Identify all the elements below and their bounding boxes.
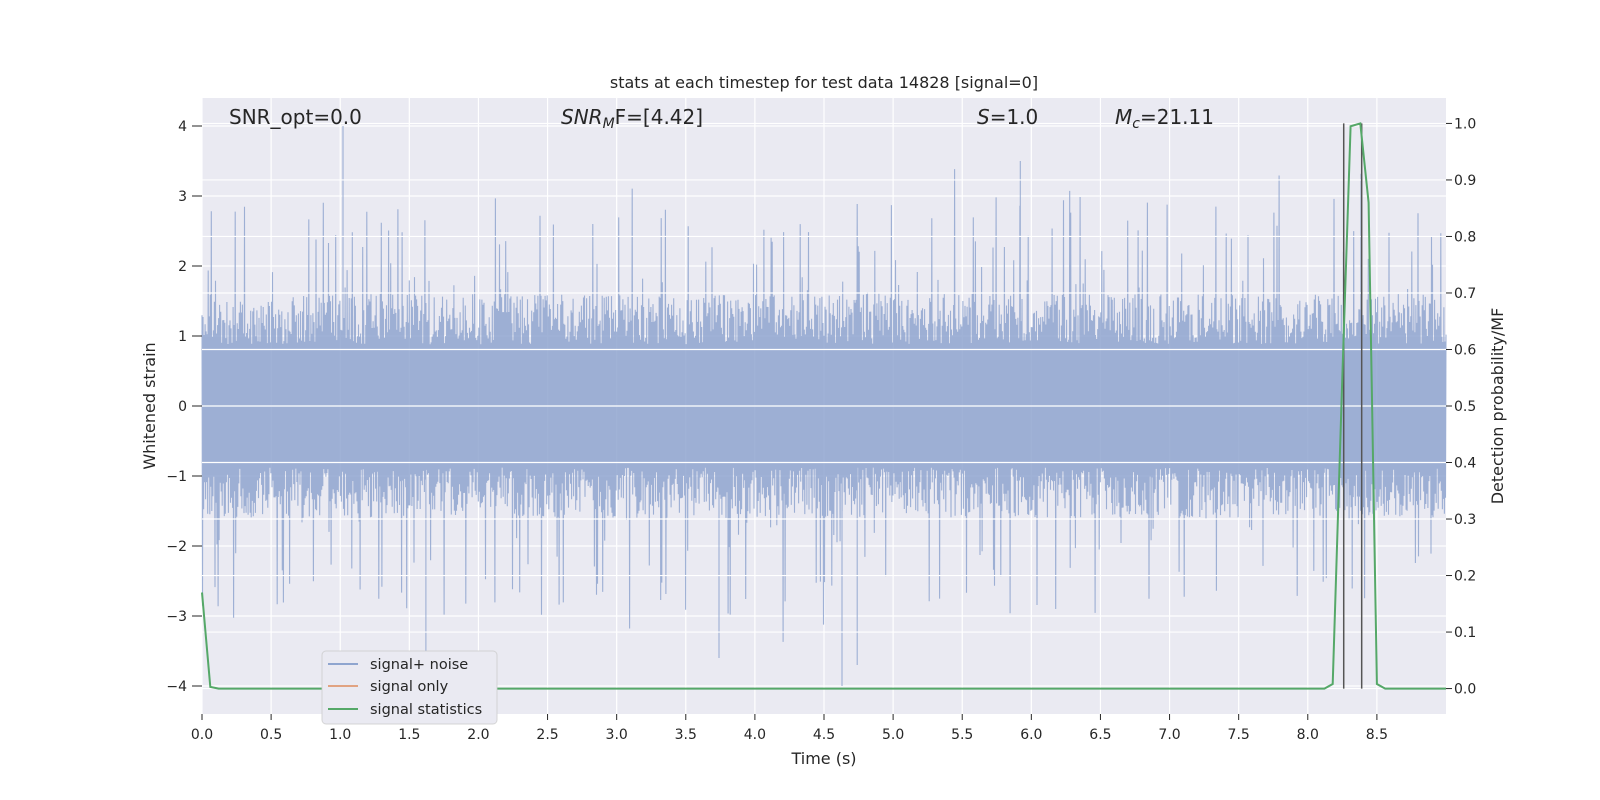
snr-mf-annotation: SNRMF=[4.42]	[561, 105, 703, 132]
y2-tick-label: 1.0	[1454, 116, 1476, 132]
s-annotation: S=1.0	[977, 105, 1038, 129]
x-tick-label: 4.0	[744, 727, 766, 743]
x-axis-label: Time (s)	[790, 749, 856, 768]
y2-tick-label: 0.5	[1454, 399, 1476, 415]
noise-line	[201, 126, 1447, 686]
y-tick-label: −4	[166, 679, 187, 695]
mc-main: M	[1115, 105, 1132, 129]
y-tick-label: 4	[178, 119, 187, 135]
chart-title: stats at each timestep for test data 148…	[610, 73, 1038, 92]
x-tick-label: 2.5	[536, 727, 558, 743]
s-rest: =1.0	[990, 105, 1039, 129]
x-tick-label: 3.0	[606, 727, 628, 743]
y2-tick-label: 0.9	[1454, 173, 1476, 189]
y-tick-label: −1	[166, 469, 187, 485]
x-tick-label: 2.0	[467, 727, 489, 743]
y-tick-label: 3	[178, 189, 187, 205]
y-tick-label: 0	[178, 399, 187, 415]
x-tick-label: 0.0	[191, 727, 213, 743]
s-main: S	[977, 105, 990, 129]
y2-tick-label: 0.0	[1454, 682, 1476, 698]
x-tick-label: 8.5	[1366, 727, 1388, 743]
x-tick-label: 3.5	[675, 727, 697, 743]
signal-statistics-line	[201, 122, 1446, 690]
y2-tick-label: 0.2	[1454, 569, 1476, 585]
y2-tick-label: 0.4	[1454, 456, 1476, 472]
snr-mf-sub: M	[603, 116, 615, 132]
snr-opt-annotation: SNR_opt=0.0	[229, 105, 362, 129]
y-tick-label: −2	[166, 539, 187, 555]
y-axis-label: Whitened strain	[140, 342, 159, 469]
legend: signal+ noise signal only signal statist…	[321, 650, 498, 725]
y2-tick-labels: 1.0 0.9 0.8 0.7 0.6 0.5 0.4 0.3 0.2 0.1 0.0	[1446, 116, 1476, 698]
x-tick-label: 1.5	[398, 727, 420, 743]
mc-rest: =21.11	[1140, 105, 1214, 129]
y2-tick-label: 0.7	[1454, 286, 1476, 302]
snr-mf-main: SNR	[561, 105, 603, 129]
x-tick-label: 7.0	[1158, 727, 1180, 743]
x-tick-label: 5.5	[951, 727, 973, 743]
x-tick-label: 1.0	[329, 727, 351, 743]
y2-tick-label: 0.8	[1454, 229, 1476, 245]
vertical-markers	[1342, 123, 1363, 689]
y2-tick-label: 0.3	[1454, 512, 1476, 528]
y-tick-label: 1	[178, 329, 187, 345]
x-tick-label: 0.5	[260, 727, 282, 743]
noise-series	[201, 126, 1447, 686]
y-tick-label: −3	[166, 609, 187, 625]
legend-box	[321, 650, 498, 725]
y2-axis-label: Detection probability/MF	[1488, 308, 1507, 505]
y2-tick-label: 0.6	[1454, 342, 1476, 358]
x-tick-label: 6.5	[1089, 727, 1111, 743]
legend-label-statistics: signal statistics	[370, 702, 482, 718]
x-tick-label: 6.0	[1020, 727, 1042, 743]
y-tick-label: 2	[178, 259, 187, 275]
x-tick-label: 8.0	[1297, 727, 1319, 743]
mc-annotation: Mc=21.11	[1115, 105, 1214, 132]
signal-statistics-series	[201, 122, 1446, 690]
grid-overlay	[202, 122, 1446, 690]
x-tick-label: 4.5	[813, 727, 835, 743]
y2-tick-label: 0.1	[1454, 625, 1476, 641]
x-tick-label: 7.5	[1228, 727, 1250, 743]
legend-label-signal-only: signal only	[370, 679, 449, 695]
mc-sub: c	[1132, 116, 1140, 132]
y-tick-labels: 4 3 2 1 0 −1 −2 −3 −4	[166, 119, 202, 695]
x-tick-labels: 0.0 0.5 1.0 1.5 2.0 2.5 3.0 3.5 4.0 4.5 5.0 5.5 6.0 6…	[191, 714, 1388, 743]
snr-mf-rest: F=[4.42]	[615, 105, 703, 129]
x-tick-label: 5.0	[882, 727, 904, 743]
legend-label-noise: signal+ noise	[370, 657, 468, 673]
